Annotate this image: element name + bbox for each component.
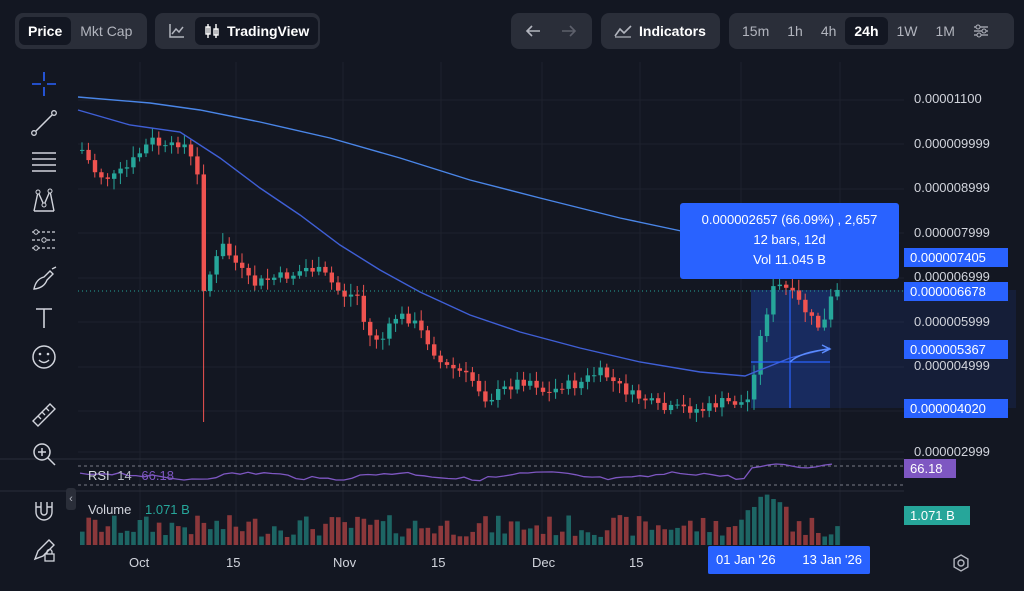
time-selection-label: 01 Jan '26 13 Jan '26 [708, 546, 870, 574]
measure-volume: Vol 11.045 B [753, 252, 826, 267]
magnet-icon [35, 502, 53, 521]
measure-tooltip: 0.000002657 (66.09%) , 2,657 12 bars, 12… [680, 203, 899, 279]
emoji-icon [32, 345, 56, 369]
indicators-button[interactable]: Indicators [605, 17, 715, 45]
price-tick: 0.000006999 [914, 269, 990, 284]
timeframe-1w[interactable]: 1W [896, 23, 918, 39]
price-tick: 0.000007999 [914, 225, 990, 240]
time-tick: 15 [431, 555, 446, 570]
prediction-tool[interactable] [22, 222, 66, 258]
rsi-value: 66.18 [141, 468, 174, 483]
redo-button[interactable] [551, 17, 587, 45]
candle-chart-icon [205, 24, 219, 38]
volume-bars [80, 494, 840, 545]
fib-icon [32, 152, 56, 172]
time-tick: Oct [129, 555, 150, 570]
price-tick: 0.000002999 [914, 444, 990, 459]
axis-settings-button[interactable] [950, 552, 972, 574]
undo-redo-group [511, 13, 592, 49]
timeframe-group: 15m 1h 4h 24h 1W 1M [729, 13, 1014, 49]
timeframe-15m[interactable]: 15m [742, 23, 770, 39]
lock-draw-icon [33, 539, 55, 562]
selection-end: 13 Jan '26 [802, 552, 862, 567]
arrow-right-icon [562, 25, 577, 37]
rsi-name: RSI [88, 468, 110, 483]
ruler-tool[interactable] [22, 397, 66, 433]
tradingview-label: TradingView [227, 23, 310, 39]
time-tick: Dec [532, 555, 556, 570]
crosshair-tool[interactable] [22, 66, 66, 102]
undo-button[interactable] [515, 17, 551, 45]
rsi-period: 14 [117, 468, 132, 483]
price-tab[interactable]: Price [19, 17, 72, 45]
brush-tool[interactable] [22, 261, 66, 297]
price-label-mid: 0.000005367 [904, 340, 1008, 359]
volume-value: 1.071 B [145, 502, 190, 517]
text-tool[interactable] [22, 300, 66, 336]
price-mktcap-toggle: Price Mkt Cap [15, 13, 147, 49]
pattern-icon [33, 188, 55, 212]
price-tick: 0.000004999 [914, 358, 990, 373]
zoom-icon [33, 443, 56, 466]
chart-type-toggle: TradingView [155, 13, 320, 49]
crosshair-icon [32, 72, 56, 96]
price-tick: 0.000009999 [914, 136, 990, 151]
pattern-tool[interactable] [22, 183, 66, 219]
timeframe-1h[interactable]: 1h [787, 23, 803, 39]
line-chart-button[interactable] [159, 17, 195, 45]
trendline-tool[interactable] [22, 105, 66, 141]
price-tick: 0.000008999 [914, 180, 990, 195]
brush-icon [33, 266, 57, 290]
measure-arrow-icon [789, 344, 832, 363]
zoom-tool[interactable] [22, 436, 66, 472]
sliders-icon [973, 24, 988, 38]
mktcap-tab[interactable]: Mkt Cap [80, 23, 133, 39]
price-label-lower: 0.000004020 [904, 399, 1008, 418]
magnet-tool[interactable] [22, 493, 66, 529]
price-tick: 0.000005999 [914, 314, 990, 329]
timeframe-24h[interactable]: 24h [845, 17, 888, 45]
trendline-icon [31, 110, 57, 136]
measure-bars: 12 bars, 12d [753, 232, 826, 247]
gear-icon [953, 554, 969, 572]
indicators-label: Indicators [639, 23, 706, 39]
chart-settings-button[interactable] [964, 17, 998, 45]
volume-legend[interactable]: Volume 1.071 B [88, 502, 190, 517]
indicators-group: Indicators [601, 13, 720, 49]
indicators-icon [614, 25, 632, 38]
arrow-left-icon [525, 25, 540, 37]
ma-fast-line [77, 109, 831, 377]
timeframe-1m[interactable]: 1M [935, 23, 955, 39]
rsi-legend[interactable]: RSI 14 66.18 [88, 468, 174, 483]
time-tick: 15 [629, 555, 644, 570]
volume-name: Volume [88, 502, 132, 517]
measure-change: 0.000002657 (66.09%) , 2,657 [701, 212, 878, 227]
line-chart-icon [169, 24, 184, 38]
volume-axis-label: 1.071 B [904, 506, 970, 525]
prediction-icon [32, 229, 56, 251]
selection-start: 01 Jan '26 [716, 552, 776, 567]
top-toolbar: Price Mkt Cap TradingView Indicators 15m… [0, 0, 1024, 62]
lock-draw-tool[interactable] [22, 532, 66, 568]
ruler-icon [32, 403, 56, 427]
collapse-toolbar-button[interactable]: ‹ [66, 488, 76, 510]
rsi-line [79, 463, 833, 482]
price-label-current: 0.000006678 [904, 282, 1008, 301]
price-tick: 0.00001100 [914, 91, 982, 106]
time-tick: 15 [226, 555, 241, 570]
rsi-axis-label: 66.18 [904, 459, 956, 478]
timeframe-4h[interactable]: 4h [820, 23, 837, 39]
fib-tool[interactable] [22, 144, 66, 180]
candlesticks [80, 127, 840, 422]
emoji-tool[interactable] [22, 339, 66, 375]
price-label-upper: 0.000007405 [904, 248, 1008, 267]
tradingview-button[interactable]: TradingView [195, 17, 319, 45]
text-icon [36, 308, 52, 328]
time-tick: Nov [333, 555, 357, 570]
